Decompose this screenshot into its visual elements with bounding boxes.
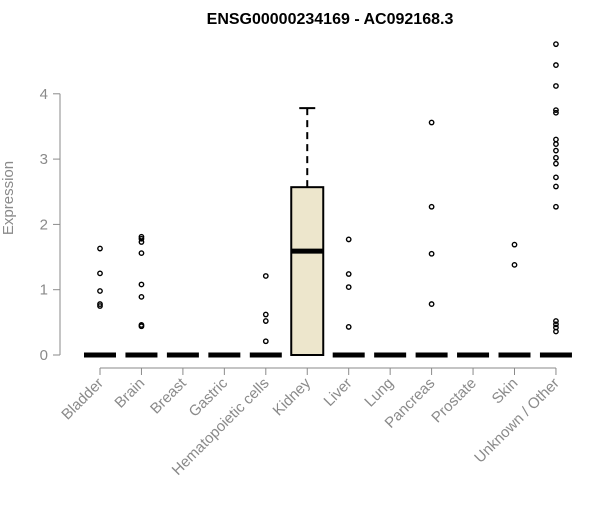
- outlier-point: [345, 324, 352, 330]
- box-unknown-other: [539, 41, 572, 358]
- x-tick-label: Bladder: [58, 375, 107, 424]
- box-iqr: [290, 186, 325, 356]
- outlier-point: [553, 109, 559, 116]
- chart-title: ENSG00000234169 - AC092168.3: [207, 11, 454, 28]
- box-kidney: [290, 107, 325, 356]
- outlier-point: [97, 303, 103, 309]
- outlier-point: [553, 321, 559, 328]
- outlier-point: [553, 154, 559, 161]
- outlier-point: [553, 203, 559, 210]
- x-tick-label: Liver: [321, 375, 356, 410]
- y-axis-label: Expression: [0, 161, 17, 235]
- outlier-point: [345, 271, 352, 277]
- outlier-point: [138, 322, 145, 328]
- outlier-point: [345, 284, 352, 290]
- outlier-point: [511, 241, 518, 248]
- outlier-point: [553, 324, 559, 331]
- outlier-point: [553, 147, 559, 154]
- outlier-point: [553, 41, 559, 48]
- outlier-point: [138, 293, 145, 300]
- outlier-point: [553, 136, 559, 143]
- outlier-point: [138, 233, 145, 240]
- y-tick-label: 4: [40, 86, 48, 103]
- outlier-point: [138, 235, 145, 242]
- outlier-point: [553, 160, 559, 167]
- outlier-point: [428, 250, 435, 257]
- outlier-point: [262, 311, 269, 318]
- y-tick-label: 1: [40, 282, 48, 299]
- outlier-point: [97, 288, 103, 294]
- outlier-point: [511, 261, 518, 268]
- x-tick-label: Lung: [361, 375, 397, 411]
- outlier-point: [97, 270, 103, 277]
- y-tick-label: 3: [40, 151, 48, 168]
- box-pancreas: [415, 119, 448, 358]
- x-tick-label: Brain: [111, 375, 148, 412]
- outlier-point: [428, 301, 435, 307]
- outlier-point: [553, 318, 559, 324]
- box-hematopoietic-cells: [249, 273, 282, 358]
- outlier-point: [138, 250, 145, 257]
- box-brain: [125, 233, 158, 358]
- outlier-point: [553, 62, 559, 68]
- outlier-point: [553, 141, 559, 147]
- plot-layer: [84, 41, 572, 358]
- outlier-point: [428, 203, 435, 210]
- outlier-point: [553, 174, 559, 181]
- y-tick-label: 0: [40, 347, 48, 364]
- y-tick-label: 2: [40, 216, 48, 233]
- box-skin: [498, 241, 531, 358]
- outlier-point: [553, 107, 559, 114]
- outlier-point: [553, 183, 559, 190]
- outlier-point: [262, 318, 269, 324]
- box-liver: [332, 236, 365, 358]
- outlier-point: [428, 119, 435, 126]
- x-tick-label: Prostate: [428, 375, 480, 427]
- outlier-point: [345, 236, 352, 243]
- outlier-point: [138, 239, 145, 245]
- outlier-point: [262, 338, 269, 345]
- box-bladder: [84, 245, 116, 358]
- outlier-point: [97, 245, 103, 252]
- outlier-point: [262, 273, 269, 279]
- x-tick-label: Kidney: [270, 374, 315, 419]
- x-tick-label: Breast: [147, 374, 190, 417]
- outlier-point: [97, 301, 103, 307]
- x-tick-label: Skin: [489, 375, 522, 408]
- outlier-point: [553, 83, 559, 89]
- outlier-point: [138, 281, 145, 288]
